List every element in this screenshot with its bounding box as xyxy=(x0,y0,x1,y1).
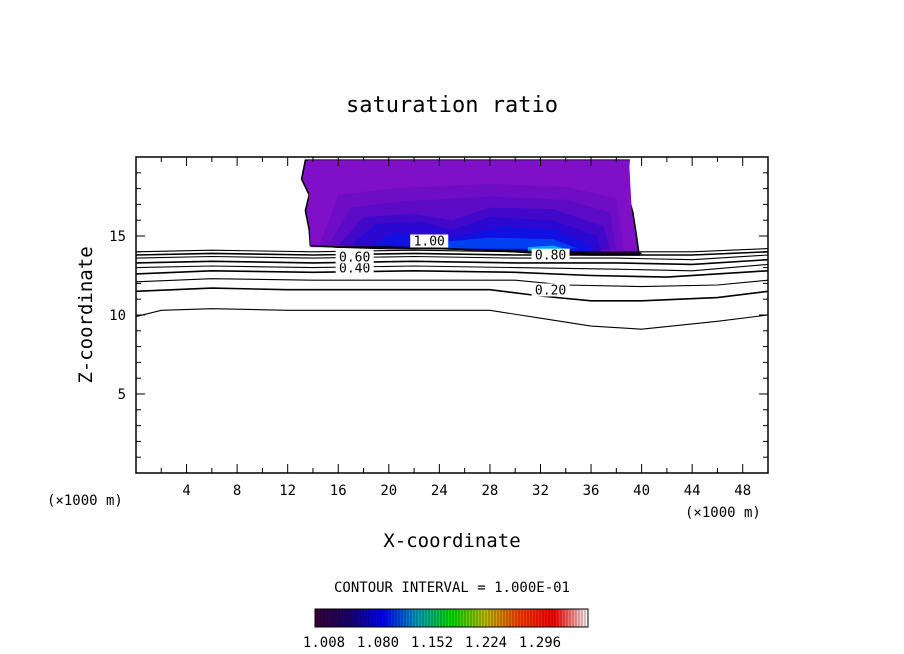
x-tick-label: 4 xyxy=(182,483,190,499)
contour-label-2: 0.60 xyxy=(339,250,370,265)
contour-line-4 xyxy=(136,263,768,272)
x-tick-label: 20 xyxy=(380,483,397,499)
contour-label-bg-4 xyxy=(410,234,449,248)
colorbar-label: 1.152 xyxy=(411,635,453,651)
x-tick-label: 16 xyxy=(330,483,347,499)
contour-label-bg-3 xyxy=(531,248,570,262)
x-tick-label: 32 xyxy=(532,483,549,499)
contour-lines xyxy=(136,244,768,330)
x-tick-label: 36 xyxy=(583,483,600,499)
contour-line-5 xyxy=(136,258,768,266)
contour-interval-note: CONTOUR INTERVAL = 1.000E-01 xyxy=(334,580,570,596)
contour-line-0 xyxy=(136,308,768,330)
contour-line-6 xyxy=(136,254,768,261)
chart-title: saturation ratio xyxy=(346,93,558,118)
contour-line-9 xyxy=(310,244,642,255)
y-axis-ticks: 5 10 15 xyxy=(109,172,768,458)
contour-label-1: 0.40 xyxy=(339,261,370,276)
y-tick-label: 5 xyxy=(118,387,126,403)
colorbar xyxy=(314,608,589,628)
colorbar-label: 1.296 xyxy=(519,635,561,651)
contour-line-1 xyxy=(136,287,768,302)
contour-label-bg-2 xyxy=(335,250,374,264)
contour-label-0: 0.20 xyxy=(535,283,566,298)
y-tick-label: 15 xyxy=(109,229,126,245)
contour-line-3 xyxy=(136,269,768,278)
y-tick-label: 10 xyxy=(109,308,126,324)
colorbar-stripes xyxy=(317,609,586,627)
contour-label-3: 0.80 xyxy=(535,249,566,264)
x-tick-label: 24 xyxy=(431,483,448,499)
x-unit-left: (×1000 m) xyxy=(47,493,123,509)
x-axis-ticks: 4 8 12 16 20 24 28 32 36 40 44 48 xyxy=(160,157,751,499)
x-tick-label: 12 xyxy=(279,483,296,499)
x-tick-label: 40 xyxy=(633,483,650,499)
colorbar-label: 1.008 xyxy=(303,635,345,651)
shaded-band-6 xyxy=(414,237,579,249)
x-unit-right: (×1000 m) xyxy=(685,505,761,521)
contour-labels: 0.20 0.400.60 0.80 1.00 xyxy=(335,234,570,298)
y-axis-label: Z-coordinate xyxy=(75,246,97,383)
x-tick-label: 28 xyxy=(481,483,498,499)
contour-line-7 xyxy=(136,251,768,256)
contour-line-8 xyxy=(136,248,768,253)
colorbar-frame xyxy=(314,608,589,628)
contour-label-4: 1.00 xyxy=(414,234,445,249)
colorbar-labels: 1.008 1.080 1.152 1.224 1.296 xyxy=(303,635,561,651)
colorbar-label: 1.224 xyxy=(465,635,507,651)
x-tick-label: 8 xyxy=(233,483,241,499)
contour-line-2 xyxy=(136,278,768,288)
shaded-region xyxy=(300,159,641,256)
contour-label-bg-0 xyxy=(531,283,570,297)
colorbar-gradient xyxy=(315,609,588,627)
x-tick-label: 48 xyxy=(734,483,751,499)
x-tick-label: 44 xyxy=(684,483,701,499)
colorbar-label: 1.080 xyxy=(357,635,399,651)
x-axis-label: X-coordinate xyxy=(383,530,520,552)
contour-label-bg-1 xyxy=(335,261,374,275)
